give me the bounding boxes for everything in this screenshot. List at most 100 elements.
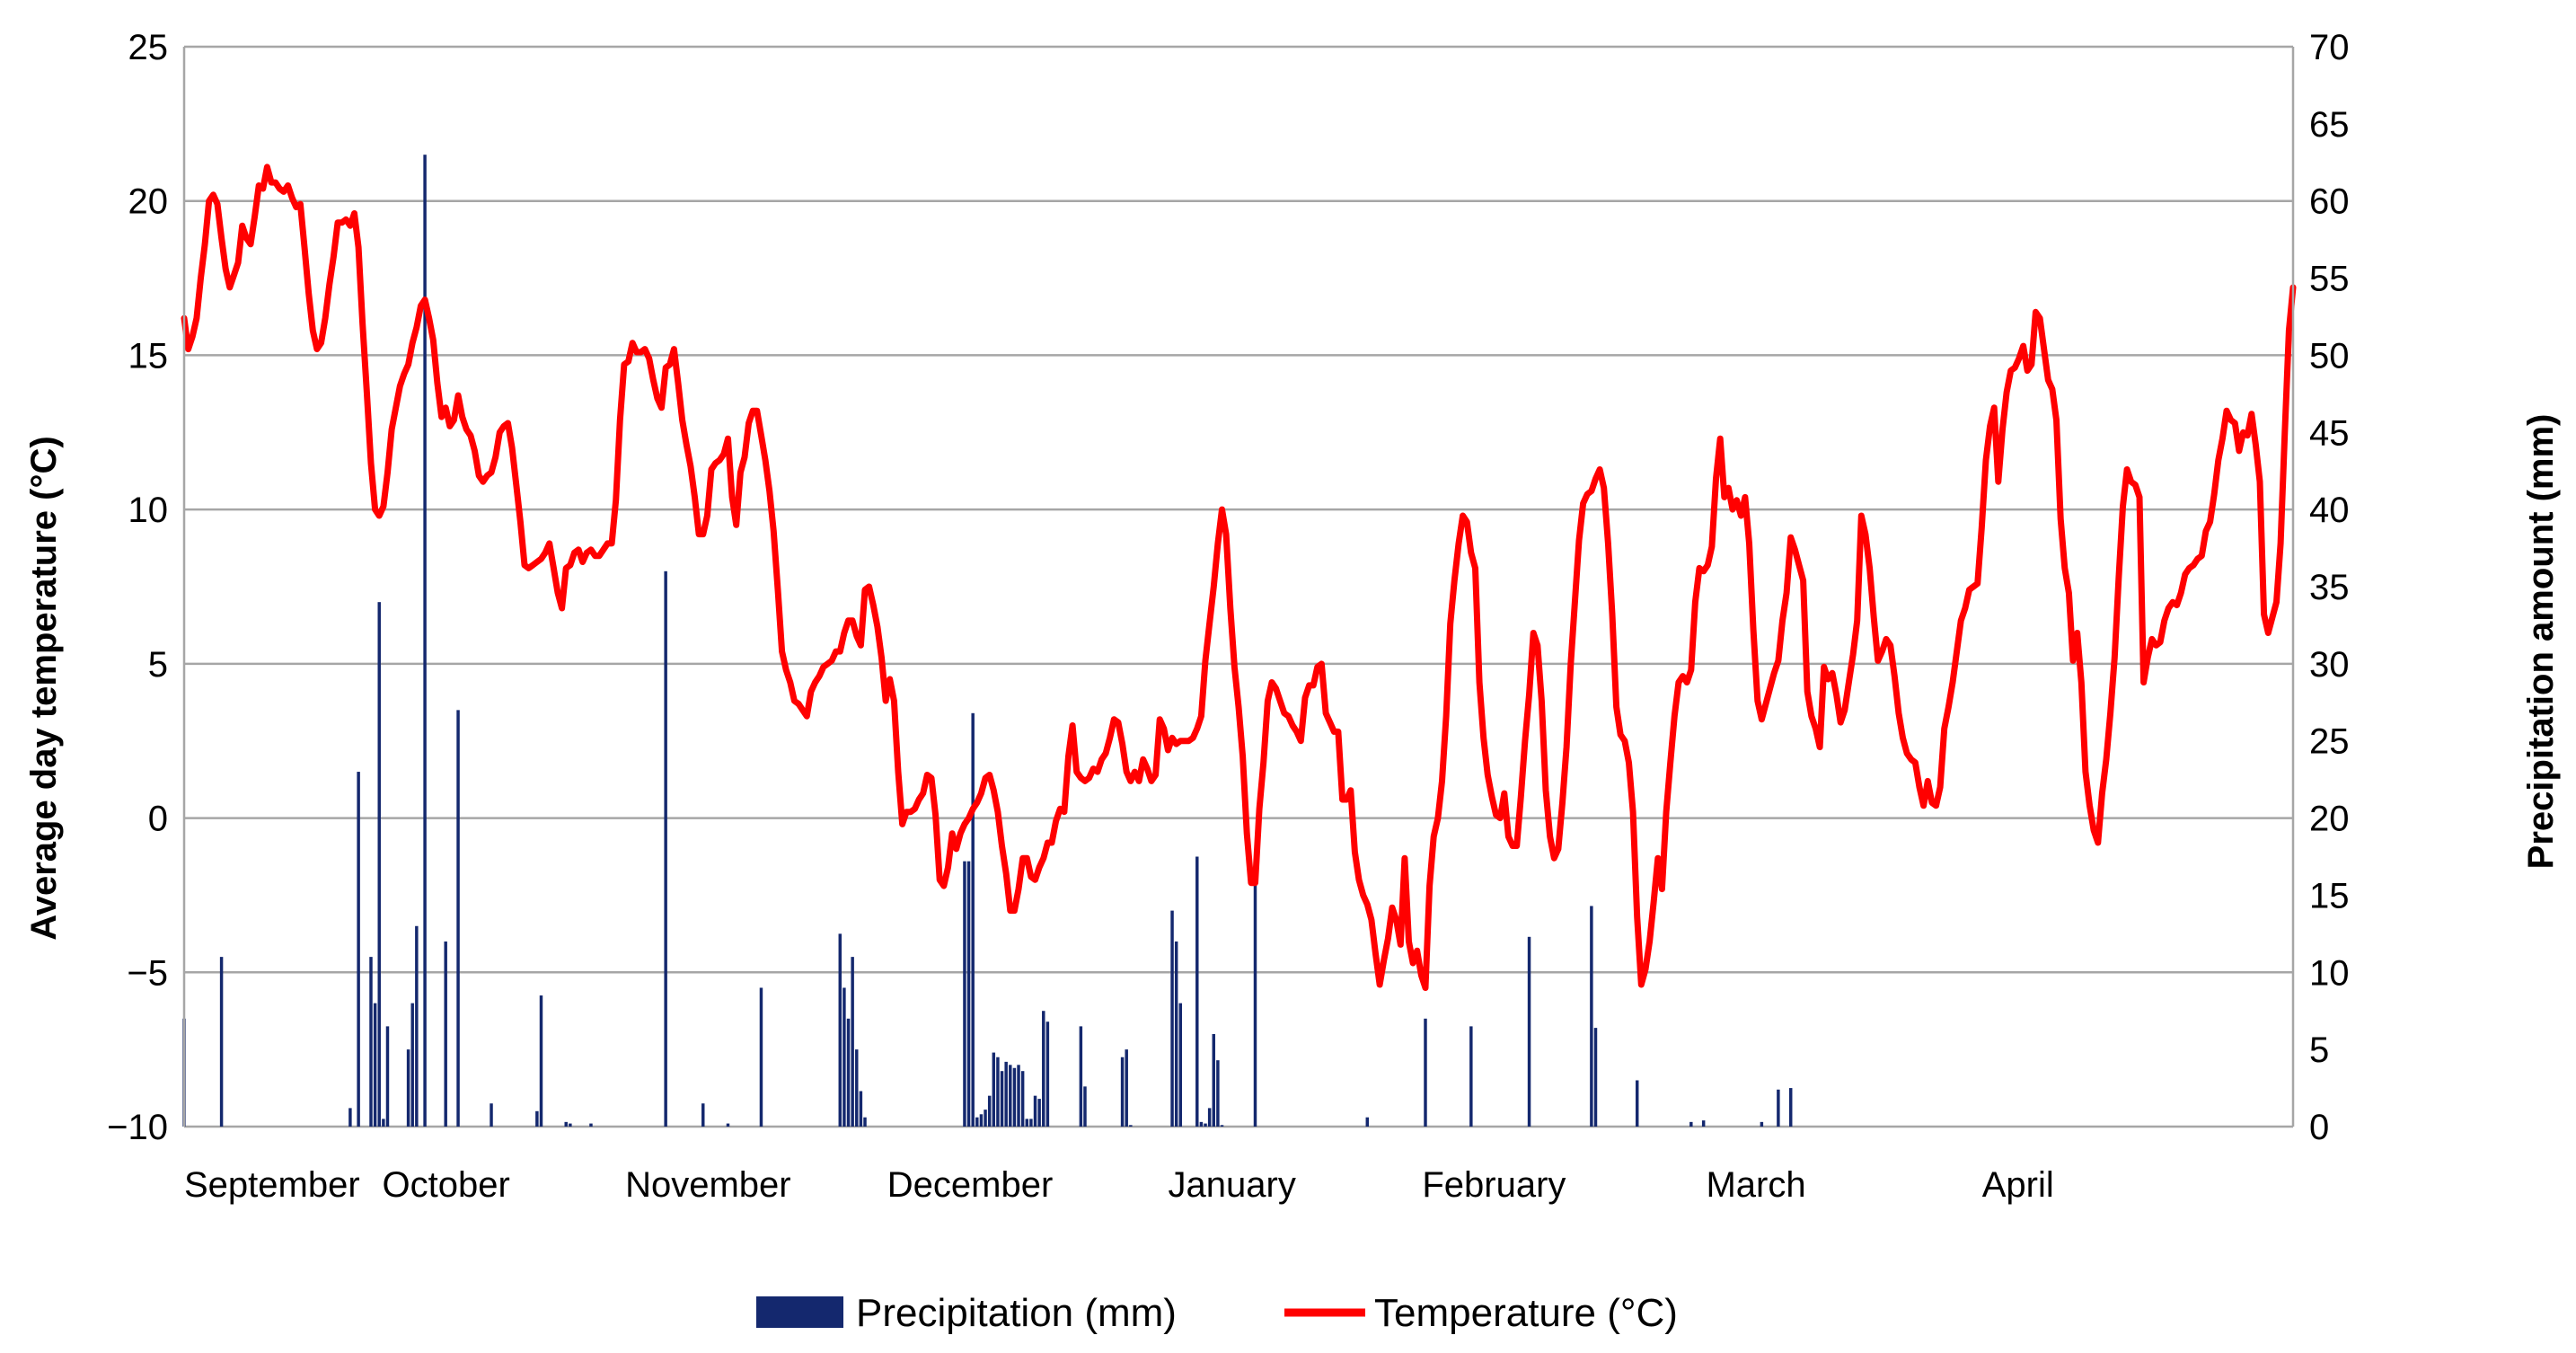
left-tick-label: 0 — [148, 800, 168, 839]
precipitation-bar — [1689, 1121, 1693, 1127]
precipitation-bar — [726, 1123, 730, 1127]
precipitation-bar — [996, 1057, 1000, 1127]
precipitation-bar — [1125, 1049, 1128, 1127]
precipitation-bar — [1593, 1028, 1598, 1127]
x-tick-label: April — [1982, 1165, 2054, 1205]
precipitation-bar — [701, 1103, 705, 1127]
precipitation-bar — [569, 1123, 572, 1127]
right-axis-title: Precipitation amount (mm) — [2521, 414, 2561, 870]
precipitation-bar — [415, 925, 419, 1127]
precipitation-bar — [1004, 1061, 1008, 1127]
precipitation-bar — [369, 957, 373, 1127]
precipitation-bar — [1365, 1117, 1370, 1127]
precipitation-bar — [406, 1049, 410, 1127]
precipitation-bar — [863, 1117, 867, 1127]
precipitation-bar — [664, 570, 667, 1127]
right-tick-label: 60 — [2309, 182, 2350, 222]
precipitation-bar — [382, 1119, 385, 1127]
x-tick-label: December — [887, 1165, 1054, 1205]
precipitation-bar — [1195, 856, 1199, 1127]
right-tick-label: 70 — [2309, 28, 2350, 67]
precipitation-bar — [842, 987, 846, 1127]
precipitation-bar — [855, 1049, 859, 1127]
right-tick-label: 20 — [2309, 800, 2350, 839]
gridlines — [184, 45, 2293, 1128]
precipitation-bar — [1083, 1086, 1087, 1127]
precipitation-bar — [1178, 1003, 1183, 1127]
precipitation-bar — [1212, 1033, 1215, 1127]
temperature-series-line — [181, 164, 2297, 991]
left-axis-ticks: 25 20 15 10 5 0 −5 −10 — [107, 28, 168, 1147]
precipitation-bar — [539, 995, 543, 1127]
x-tick-label: February — [1422, 1165, 1566, 1205]
precipitation-bar — [410, 1003, 414, 1127]
left-tick-label: 20 — [128, 182, 169, 222]
precipitation-bar — [984, 1110, 987, 1127]
precipitation-bar — [971, 712, 975, 1127]
precipitation-bar — [992, 1052, 996, 1127]
precipitation-bar — [1207, 1108, 1212, 1127]
precipitation-bar — [456, 710, 460, 1127]
axes — [182, 47, 2295, 1127]
precipitation-bar — [1029, 1119, 1033, 1127]
precipitation-bar — [846, 1018, 851, 1127]
precipitation-bar — [851, 957, 854, 1127]
legend-precipitation-label: Precipitation (mm) — [856, 1291, 1177, 1335]
left-axis-title: Average day temperature (°C) — [24, 436, 64, 940]
precipitation-bar — [490, 1103, 493, 1127]
right-tick-label: 55 — [2309, 260, 2350, 299]
precipitation-bar — [1129, 1125, 1133, 1127]
precipitation-bar — [1204, 1123, 1207, 1127]
precipitation-bar — [1025, 1119, 1029, 1127]
right-tick-label: 50 — [2309, 336, 2350, 376]
precipitation-bar — [1199, 1121, 1204, 1127]
precipitation-bar — [979, 1114, 984, 1127]
legend: Precipitation (mm) Temperature (°C) — [756, 1291, 1678, 1335]
precipitation-bar — [1424, 1018, 1427, 1127]
precipitation-bar — [564, 1121, 568, 1127]
right-tick-label: 30 — [2309, 645, 2350, 685]
precipitation-bar — [1009, 1065, 1012, 1127]
precipitation-bar — [1590, 906, 1593, 1127]
precipitation-bar — [357, 772, 360, 1127]
precipitation-bar — [1253, 882, 1257, 1127]
precipitation-bar — [423, 155, 427, 1128]
precipitation-bar — [1012, 1067, 1017, 1127]
x-tick-label: September — [184, 1165, 360, 1205]
x-tick-label: March — [1706, 1165, 1805, 1205]
precipitation-bar — [1216, 1060, 1220, 1127]
precipitation-bar — [1033, 1095, 1037, 1127]
precipitation-bar — [838, 933, 842, 1127]
x-axis-month-labels: September October November December January F… — [184, 1165, 2054, 1205]
precipitation-bar — [1017, 1065, 1020, 1127]
precipitation-bar — [1120, 1057, 1125, 1127]
precipitation-bar — [987, 1095, 992, 1127]
precipitation-bar — [589, 1123, 593, 1127]
x-tick-label: January — [1169, 1165, 1296, 1205]
precipitation-bar — [1777, 1089, 1780, 1127]
precipitation-bar — [444, 941, 447, 1127]
right-tick-label: 15 — [2309, 876, 2350, 915]
precipitation-bar — [759, 987, 763, 1127]
precipitation-bar — [966, 861, 971, 1127]
precipitation-bar — [373, 1003, 377, 1127]
precipitation-bar — [1789, 1088, 1793, 1127]
precipitation-bar — [385, 1026, 390, 1127]
precipitation-bar — [1635, 1080, 1639, 1127]
precipitation-bar — [377, 602, 381, 1127]
precipitation-bar — [219, 957, 224, 1127]
right-tick-label: 45 — [2309, 413, 2350, 453]
left-tick-label: 15 — [128, 336, 169, 376]
legend-precipitation-swatch — [756, 1296, 843, 1328]
precipitation-bar — [1079, 1026, 1083, 1127]
left-tick-label: 25 — [128, 28, 169, 67]
right-tick-label: 10 — [2309, 953, 2350, 993]
precipitation-bar — [1170, 910, 1174, 1127]
precipitation-bar — [1037, 1099, 1041, 1127]
left-tick-label: 10 — [128, 491, 169, 530]
right-tick-label: 40 — [2309, 491, 2350, 530]
precipitation-bar — [1042, 1011, 1045, 1127]
precipitation-bar — [859, 1091, 863, 1127]
